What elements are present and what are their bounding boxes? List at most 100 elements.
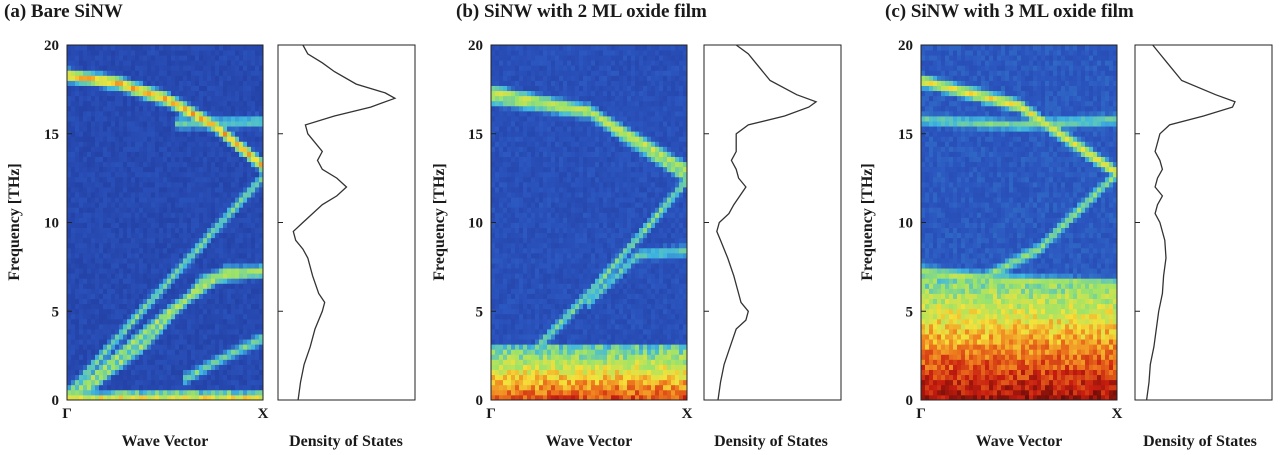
- heatmap-cell: [243, 55, 248, 61]
- heatmap-cell: [523, 298, 528, 305]
- heatmap-cell: [655, 369, 660, 376]
- heatmap-cell: [199, 121, 204, 127]
- heatmap-cell: [635, 384, 640, 391]
- heatmap-cell: [119, 303, 124, 310]
- heatmap-cell: [167, 288, 172, 294]
- heatmap-cell: [171, 105, 176, 112]
- heatmap-cell: [223, 80, 228, 86]
- heatmap-cell: [151, 263, 156, 269]
- heatmap-cell: [623, 268, 628, 274]
- heatmap-cell: [659, 263, 664, 269]
- heatmap-cell: [231, 90, 236, 97]
- heatmap-cell: [175, 344, 180, 350]
- heatmap-cell: [183, 187, 188, 193]
- heatmap-cell: [95, 268, 100, 274]
- heatmap-cell: [179, 232, 184, 239]
- heatmap-cell: [635, 303, 640, 310]
- heatmap-cell: [67, 166, 72, 173]
- heatmap-cell: [535, 339, 540, 345]
- heatmap-cell: [195, 318, 200, 325]
- heatmap-cell: [219, 268, 224, 274]
- heatmap-cell: [239, 95, 244, 102]
- heatmap-cell: [227, 95, 232, 102]
- heatmap-cell: [563, 288, 568, 294]
- heatmap-cell: [259, 252, 264, 259]
- heatmap-cell: [219, 187, 224, 193]
- heatmap-cell: [571, 349, 576, 355]
- heatmap-cell: [259, 110, 264, 117]
- heatmap-cell: [683, 329, 688, 335]
- heatmap-cell: [543, 323, 548, 330]
- heatmap-cell: [107, 394, 112, 401]
- heatmap-cell: [643, 374, 648, 381]
- heatmap-cell: [111, 100, 116, 107]
- heatmap-cell: [247, 308, 252, 315]
- heatmap-cell: [655, 293, 660, 299]
- heatmap-cell: [235, 252, 240, 259]
- heatmap-cell: [211, 308, 216, 315]
- heatmap-cell: [623, 293, 628, 299]
- heatmap-cell: [595, 273, 600, 279]
- heatmap-cell: [239, 222, 244, 228]
- heatmap-cell: [95, 202, 100, 208]
- heatmap-cell: [251, 110, 256, 117]
- heatmap-cell: [139, 247, 144, 254]
- heatmap-cell: [243, 141, 248, 147]
- heatmap-cell: [671, 298, 676, 305]
- heatmap-cell: [543, 283, 548, 289]
- heatmap-cell: [519, 384, 524, 391]
- heatmap-cell: [111, 141, 116, 147]
- heatmap-cell: [135, 323, 140, 330]
- heatmap-cell: [579, 308, 584, 315]
- heatmap-cell: [175, 278, 180, 284]
- heatmap-cell: [583, 389, 588, 396]
- heatmap-cell: [515, 283, 520, 289]
- heatmap-cell: [195, 288, 200, 294]
- heatmap-cell: [571, 303, 576, 310]
- heatmap-cell: [111, 151, 116, 157]
- heatmap-cell: [147, 197, 152, 203]
- heatmap-cell: [215, 136, 220, 142]
- heatmap-cell: [579, 258, 584, 264]
- heatmap-cell: [559, 364, 564, 370]
- heatmap-cell: [83, 247, 88, 254]
- heatmap-cell: [103, 136, 108, 142]
- heatmap-cell: [223, 65, 228, 71]
- heatmap-cell: [127, 222, 132, 228]
- heatmap-cell: [555, 308, 560, 315]
- heatmap-cell: [675, 369, 680, 376]
- heatmap-cell: [507, 323, 512, 330]
- heatmap-cell: [139, 171, 144, 178]
- heatmap-cell: [107, 131, 112, 137]
- heatmap-cell: [519, 293, 524, 299]
- heatmap-cell: [199, 207, 204, 213]
- heatmap-cell: [127, 273, 132, 279]
- heatmap-cell: [179, 161, 184, 168]
- heatmap-cell: [67, 278, 72, 284]
- heatmap-cell: [87, 192, 92, 198]
- heatmap-cell: [103, 242, 108, 249]
- heatmap-cell: [683, 354, 688, 360]
- heatmap-cell: [215, 389, 220, 396]
- heatmap-cell: [527, 359, 532, 365]
- heatmap-cell: [243, 187, 248, 193]
- heatmap-cell: [91, 141, 96, 147]
- heatmap-cell: [175, 105, 180, 112]
- heatmap-cell: [227, 237, 232, 244]
- heatmap-cell: [547, 237, 552, 244]
- heatmap-cell: [551, 288, 556, 294]
- heatmap-cell: [591, 263, 596, 269]
- heatmap-cell: [191, 176, 196, 183]
- heatmap-cell: [143, 146, 148, 152]
- heatmap-cell: [603, 247, 608, 254]
- heatmap-cell: [167, 217, 172, 223]
- heatmap-cell: [187, 379, 192, 386]
- heatmap-cell: [127, 105, 132, 112]
- heatmap-cell: [507, 384, 512, 391]
- heatmap-cell: [227, 161, 232, 168]
- heatmap-cell: [211, 156, 216, 163]
- heatmap-cell: [599, 258, 604, 264]
- heatmap-cell: [203, 105, 208, 112]
- heatmap-cell: [655, 247, 660, 254]
- heatmap-cell: [95, 263, 100, 269]
